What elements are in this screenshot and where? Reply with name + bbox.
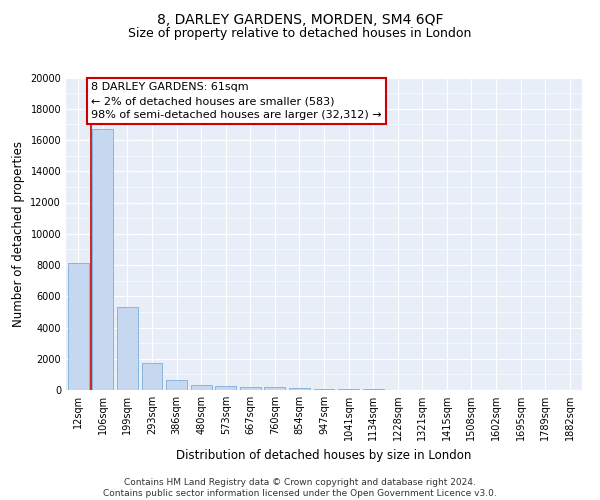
Bar	[142, 362, 163, 390]
Bar	[265, 388, 286, 390]
Text: Size of property relative to detached houses in London: Size of property relative to detached ho…	[128, 28, 472, 40]
Text: 8, DARLEY GARDENS, MORDEN, SM4 6QF: 8, DARLEY GARDENS, MORDEN, SM4 6QF	[157, 12, 443, 26]
Bar	[92, 129, 113, 390]
Bar	[117, 307, 138, 390]
Bar	[289, 388, 310, 390]
Bar	[362, 389, 383, 390]
Y-axis label: Number of detached properties: Number of detached properties	[12, 141, 25, 327]
Text: 8 DARLEY GARDENS: 61sqm
← 2% of detached houses are smaller (583)
98% of semi-de: 8 DARLEY GARDENS: 61sqm ← 2% of detached…	[91, 82, 382, 120]
Bar	[240, 387, 261, 390]
Bar	[68, 264, 89, 390]
Bar	[314, 388, 334, 390]
X-axis label: Distribution of detached houses by size in London: Distribution of detached houses by size …	[176, 448, 472, 462]
Text: Contains HM Land Registry data © Crown copyright and database right 2024.
Contai: Contains HM Land Registry data © Crown c…	[103, 478, 497, 498]
Bar	[166, 380, 187, 390]
Bar	[338, 389, 359, 390]
Bar	[215, 386, 236, 390]
Bar	[191, 384, 212, 390]
